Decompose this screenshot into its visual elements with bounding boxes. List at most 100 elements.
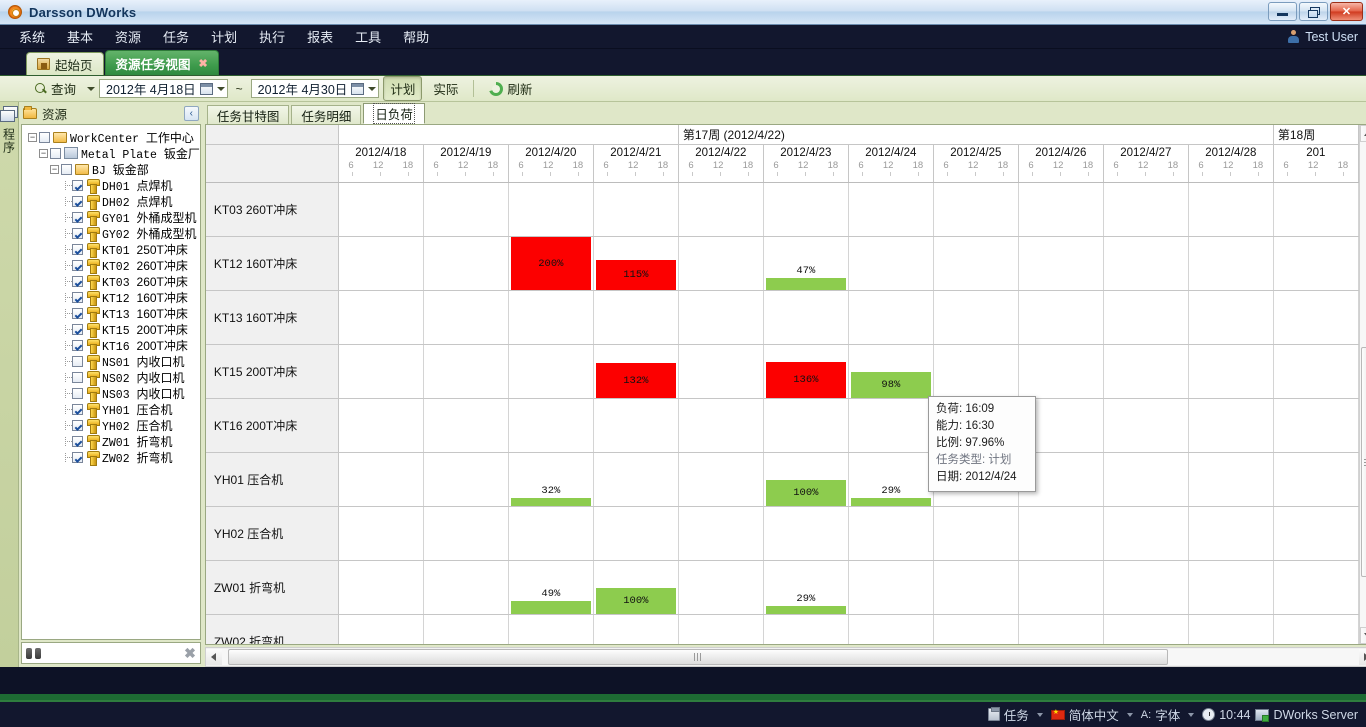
load-cell[interactable]	[339, 183, 424, 236]
load-cell[interactable]	[509, 345, 594, 398]
tree-checkbox[interactable]	[72, 339, 83, 351]
load-cell[interactable]	[1189, 183, 1274, 236]
load-cell[interactable]	[1189, 615, 1274, 644]
load-cell[interactable]	[1274, 237, 1359, 290]
chevron-down-icon[interactable]	[368, 86, 377, 91]
load-cell[interactable]	[509, 399, 594, 452]
load-cell[interactable]	[424, 561, 509, 614]
current-user[interactable]: Test User	[1287, 30, 1358, 44]
load-cell[interactable]	[509, 291, 594, 344]
load-cell[interactable]	[1104, 183, 1189, 236]
tree-item-kt03[interactable]: KT03 260T冲床	[28, 273, 200, 290]
menu-item-task[interactable]: 任务	[163, 30, 190, 45]
chevron-down-icon[interactable]	[1036, 712, 1043, 717]
load-cell[interactable]	[679, 399, 764, 452]
tree-checkbox[interactable]	[72, 307, 83, 319]
load-cell[interactable]	[1274, 561, 1359, 614]
tree-checkbox[interactable]	[72, 211, 83, 223]
chevron-down-icon[interactable]	[1188, 712, 1195, 717]
load-cell[interactable]	[1019, 561, 1104, 614]
load-cell[interactable]	[424, 291, 509, 344]
tree-item-kt15[interactable]: KT15 200T冲床	[28, 321, 200, 338]
load-cell[interactable]	[594, 507, 679, 560]
load-cell[interactable]	[1019, 237, 1104, 290]
tree-checkbox[interactable]	[72, 323, 83, 335]
resource-find-bar[interactable]: ✖	[21, 642, 201, 664]
load-cell[interactable]: 29%	[849, 453, 934, 506]
load-cell[interactable]	[1104, 345, 1189, 398]
load-cell[interactable]	[509, 507, 594, 560]
horizontal-scroll-thumb[interactable]	[227, 649, 1168, 665]
load-bar[interactable]: 132%	[595, 363, 676, 398]
load-cell[interactable]	[764, 183, 849, 236]
load-cell[interactable]	[1104, 453, 1189, 506]
load-cell[interactable]	[679, 345, 764, 398]
tab-task-gantt[interactable]: 任务甘特图	[206, 105, 290, 124]
load-bar[interactable]: 136%	[765, 361, 846, 398]
tree-expander-icon[interactable]: −	[50, 163, 59, 174]
tree-checkbox[interactable]	[72, 387, 83, 399]
scroll-right-button[interactable]	[1358, 649, 1366, 665]
actual-toggle-button[interactable]: 实际	[426, 76, 465, 101]
load-cell[interactable]	[1274, 507, 1359, 560]
load-cell[interactable]	[339, 615, 424, 644]
collapse-panel-button[interactable]: ‹	[183, 105, 199, 121]
vertical-scroll-thumb[interactable]	[1360, 347, 1366, 577]
menu-item-resource[interactable]: 资源	[115, 30, 142, 45]
load-cell[interactable]	[849, 561, 934, 614]
query-button[interactable]: 查询	[28, 76, 83, 101]
load-cell[interactable]	[849, 291, 934, 344]
restore-button[interactable]	[1299, 2, 1328, 21]
load-cell[interactable]	[594, 291, 679, 344]
load-cell[interactable]	[1019, 399, 1104, 452]
minimize-button[interactable]	[1268, 2, 1297, 21]
load-cell[interactable]	[934, 561, 1019, 614]
resource-tree-container[interactable]: − WorkCenter 工作中心 − Metal Plate 钣金厂 − BJ 钣金部 D…	[21, 124, 201, 640]
tree-item-kt02[interactable]: KT02 260T冲床	[28, 257, 200, 274]
load-cell[interactable]	[764, 399, 849, 452]
refresh-button[interactable]: 刷新	[482, 76, 539, 101]
load-cell[interactable]: 136%	[764, 345, 849, 398]
tree-item-metal-plate[interactable]: − Metal Plate 钣金厂	[28, 145, 200, 162]
load-cell[interactable]	[1189, 561, 1274, 614]
calendar-icon[interactable]	[199, 82, 213, 95]
load-cell[interactable]	[679, 561, 764, 614]
load-cell[interactable]	[339, 399, 424, 452]
load-cell[interactable]	[339, 291, 424, 344]
tree-checkbox[interactable]	[72, 355, 83, 367]
tree-checkbox[interactable]	[72, 371, 83, 383]
load-cell[interactable]	[1274, 615, 1359, 644]
chevron-down-icon[interactable]	[1126, 712, 1133, 717]
tree-item-dh01[interactable]: DH01 点焊机	[28, 177, 200, 194]
load-cell[interactable]: 29%	[764, 561, 849, 614]
load-cell[interactable]	[1104, 561, 1189, 614]
load-cell[interactable]: 200%	[509, 237, 594, 290]
load-cell[interactable]	[594, 399, 679, 452]
load-cell[interactable]	[1019, 345, 1104, 398]
load-cell[interactable]	[934, 507, 1019, 560]
date-from-input[interactable]: 2012年 4月18日	[99, 79, 228, 98]
load-cell[interactable]	[849, 183, 934, 236]
tree-checkbox[interactable]	[72, 403, 83, 415]
load-cell[interactable]	[1274, 345, 1359, 398]
tree-item-ns01[interactable]: NS01 内收口机	[28, 353, 200, 370]
tree-item-zw02[interactable]: ZW02 折弯机	[28, 449, 200, 466]
load-cell[interactable]	[1019, 615, 1104, 644]
menu-item-report[interactable]: 报表	[307, 30, 334, 45]
load-cell[interactable]	[594, 615, 679, 644]
tree-item-zw01[interactable]: ZW01 折弯机	[28, 433, 200, 450]
load-cell[interactable]	[424, 453, 509, 506]
load-cell[interactable]	[424, 399, 509, 452]
chevron-down-icon[interactable]	[216, 86, 225, 91]
load-cell[interactable]	[679, 615, 764, 644]
load-bar[interactable]: 29%	[765, 593, 846, 614]
menu-item-plan[interactable]: 计划	[211, 30, 238, 45]
load-cell[interactable]	[424, 237, 509, 290]
binoculars-icon[interactable]	[26, 647, 41, 659]
load-cell[interactable]	[1019, 453, 1104, 506]
menu-item-tools[interactable]: 工具	[355, 30, 382, 45]
tab-task-detail[interactable]: 任务明细	[291, 105, 362, 124]
load-cell[interactable]	[424, 615, 509, 644]
query-dropdown-icon[interactable]	[87, 86, 96, 91]
load-cell[interactable]	[1189, 507, 1274, 560]
